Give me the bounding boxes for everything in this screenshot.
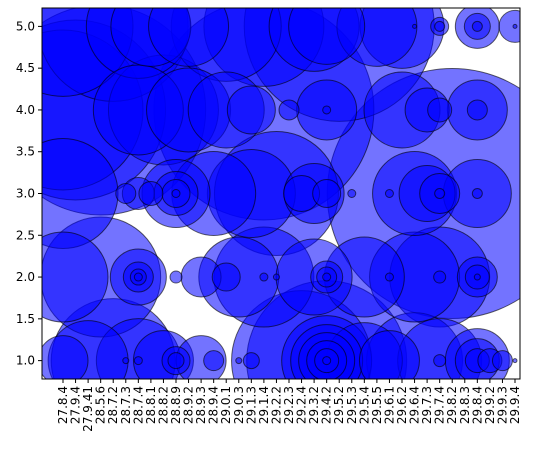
- data-point-bubble: [138, 181, 164, 206]
- x-tick-label: 28.7.2: [106, 386, 120, 424]
- data-point-bubble: [512, 358, 518, 364]
- x-tick-label: 29.2.3: [282, 386, 296, 424]
- data-point-bubble: [167, 352, 185, 370]
- x-tick-label: 29.9.4: [508, 386, 522, 424]
- data-point-bubble: [115, 183, 137, 204]
- x-tick-label: 29.9.3: [495, 386, 509, 424]
- data-point-bubble: [235, 357, 243, 365]
- x-tick-label: 29.5.2: [332, 386, 346, 424]
- y-tick-label: 1.0: [16, 354, 35, 368]
- x-tick-label: 27.9.41: [81, 386, 95, 432]
- y-tick-label: 3.0: [16, 187, 35, 201]
- x-axis: 27.8.427.9.427.9.4128.5.628.7.228.7.328.…: [56, 379, 522, 432]
- x-tick-label: 28.7.4: [131, 386, 145, 424]
- data-point-bubble: [133, 356, 143, 366]
- x-tick-label: 28.8.9: [169, 386, 183, 424]
- data-point-bubble: [498, 9, 520, 43]
- data-point-bubble: [471, 188, 483, 199]
- x-tick-label: 28.8.2: [156, 386, 170, 424]
- data-point-bubble: [242, 352, 260, 370]
- data-point-bubble: [491, 350, 513, 372]
- data-point-bubble: [278, 99, 300, 121]
- x-tick-label: 29.3.2: [307, 386, 321, 424]
- data-point-bubble: [259, 272, 269, 282]
- points-layer: [42, 8, 520, 379]
- data-point-bubble: [384, 272, 394, 282]
- data-point-bubble: [312, 179, 342, 208]
- data-point-bubble: [434, 188, 446, 199]
- y-tick-label: 2.0: [16, 270, 35, 284]
- x-tick-label: 29.8.3: [458, 386, 472, 424]
- x-tick-label: 29.1.4: [257, 386, 271, 424]
- x-tick-label: 29.9.2: [483, 386, 497, 424]
- y-tick-label: 5.0: [16, 19, 35, 33]
- y-tick-label: 1.5: [16, 312, 35, 326]
- data-point-bubble: [226, 85, 276, 135]
- x-tick-label: 28.5.6: [94, 386, 108, 424]
- data-point-bubble: [433, 354, 447, 368]
- data-point-bubble: [473, 273, 481, 281]
- data-point-bubble: [211, 262, 241, 292]
- data-point-bubble: [42, 335, 89, 379]
- x-tick-label: 27.9.4: [69, 386, 83, 424]
- y-tick-label: 2.5: [16, 228, 35, 242]
- data-point-bubble: [42, 231, 109, 323]
- x-tick-label: 29.6.2: [395, 386, 409, 424]
- data-point-bubble: [322, 105, 332, 115]
- data-point-bubble: [347, 189, 357, 198]
- x-tick-label: 28.9.3: [194, 386, 208, 424]
- x-tick-label: 29.6.4: [408, 386, 422, 424]
- data-point-bubble: [322, 356, 332, 366]
- data-point-bubble: [512, 23, 518, 29]
- y-tick-label: 4.0: [16, 103, 35, 117]
- data-point-bubble: [466, 99, 488, 121]
- x-tick-label: 29.6.1: [382, 386, 396, 424]
- data-point-bubble: [272, 273, 280, 281]
- x-tick-label: 28.7.3: [119, 386, 133, 424]
- data-point-bubble: [358, 330, 420, 379]
- y-tick-label: 4.5: [16, 61, 35, 75]
- data-point-bubble: [171, 189, 181, 198]
- data-point-bubble: [322, 272, 332, 282]
- data-point-bubble: [434, 20, 446, 32]
- data-point-bubble: [122, 357, 130, 365]
- data-point-bubble: [133, 272, 143, 282]
- x-tick-label: 29.7.3: [420, 386, 434, 424]
- data-point-bubble: [288, 8, 366, 65]
- x-tick-label: 28.9.2: [182, 386, 196, 424]
- x-tick-label: 29.5.3: [345, 386, 359, 424]
- y-axis: 1.0 1.5 2.0 2.5 3.0 3.5 4.0 4.5 5.0: [16, 19, 42, 368]
- x-tick-label: 28.9.4: [207, 386, 221, 424]
- x-tick-label: 29.5.4: [357, 386, 371, 424]
- x-tick-label: 29.0.3: [232, 386, 246, 424]
- data-point-bubble: [427, 97, 453, 123]
- data-point-bubble: [433, 270, 447, 284]
- y-tick-label: 3.5: [16, 145, 35, 159]
- data-point-bubble: [471, 20, 483, 32]
- data-point-bubble: [203, 350, 225, 372]
- x-tick-label: 29.4.2: [320, 386, 334, 424]
- x-tick-label: 29.7.4: [433, 386, 447, 424]
- x-tick-label: 29.2.2: [269, 386, 283, 424]
- x-tick-label: 27.8.4: [56, 386, 70, 424]
- x-tick-label: 29.8.2: [445, 386, 459, 424]
- data-point-bubble: [384, 189, 394, 198]
- x-tick-label: 29.0.1: [219, 386, 233, 424]
- data-point-bubble: [169, 270, 183, 284]
- x-tick-label: 29.1.3: [244, 386, 258, 424]
- data-point-bubble: [412, 23, 418, 29]
- x-tick-label: 29.8.4: [470, 386, 484, 424]
- x-tick-label: 29.2.4: [295, 386, 309, 424]
- x-tick-label: 28.8.1: [144, 386, 158, 424]
- x-tick-label: 29.5.5: [370, 386, 384, 424]
- data-point-bubble: [148, 8, 230, 67]
